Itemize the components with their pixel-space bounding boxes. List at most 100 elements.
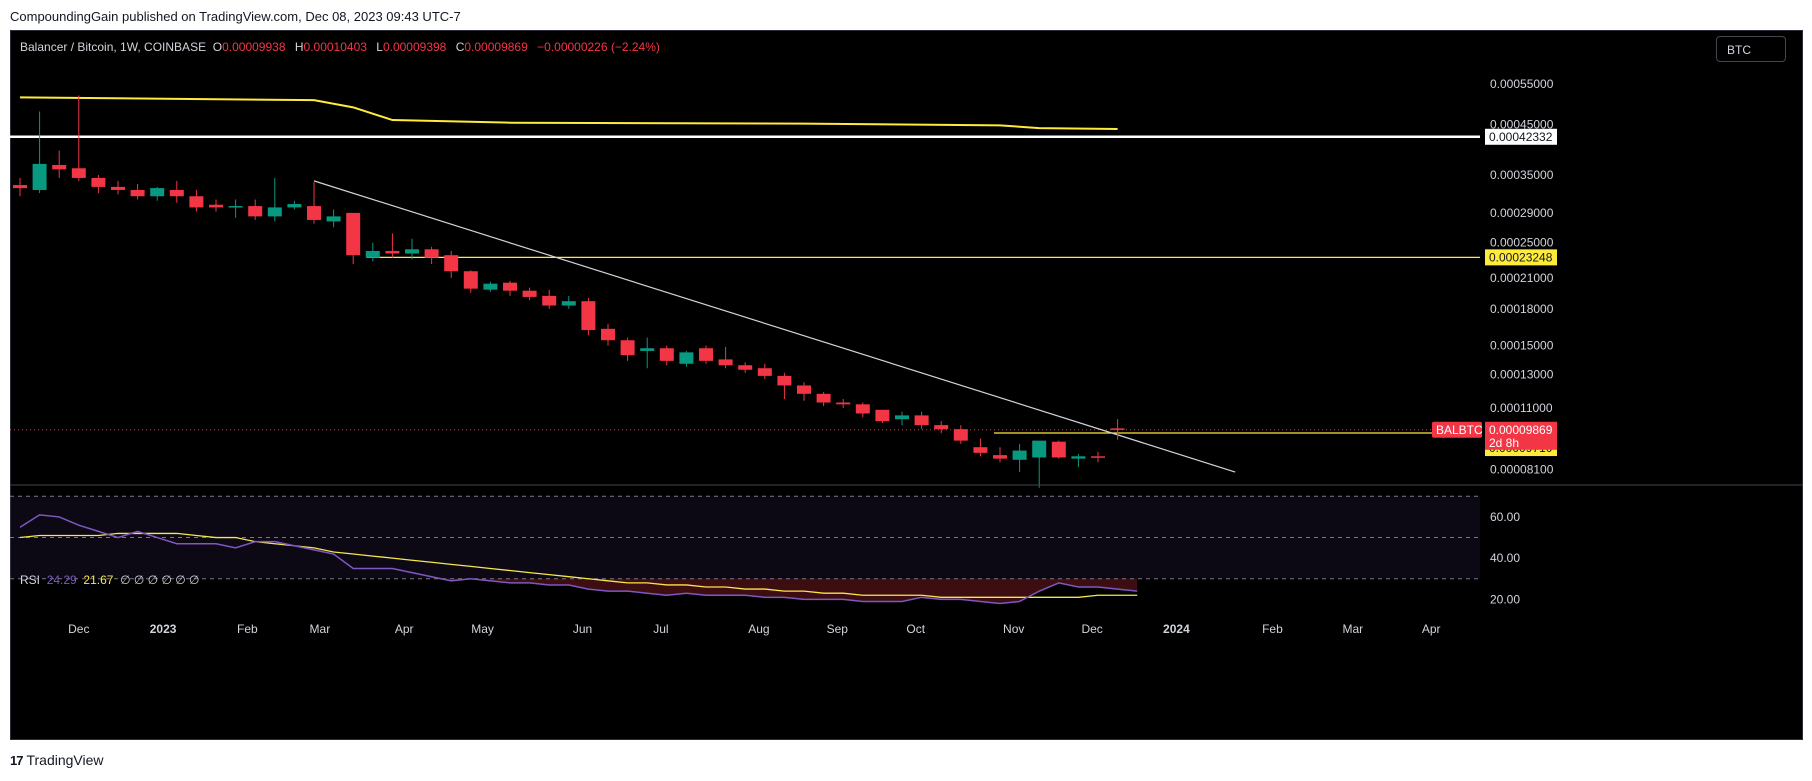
- candle-body: [738, 365, 753, 370]
- candle: [836, 398, 851, 408]
- candle-body: [71, 168, 86, 178]
- price-tick-label: 0.00045000: [1490, 117, 1554, 131]
- open-value: 0.00009938: [222, 40, 286, 54]
- candle: [1051, 440, 1066, 459]
- candle-body: [581, 301, 596, 331]
- candle: [346, 212, 361, 264]
- candle: [738, 362, 753, 373]
- high-label: H: [294, 40, 304, 54]
- candle-body: [522, 290, 537, 297]
- x-axis-label: May: [471, 622, 494, 636]
- price-tick-label: 0.00055000: [1490, 77, 1554, 91]
- candle: [679, 350, 694, 367]
- candle: [522, 287, 537, 301]
- candle: [424, 246, 439, 264]
- candle-body: [973, 447, 988, 453]
- candle: [993, 447, 1007, 463]
- rsi-tick-label: 20.00: [1490, 592, 1520, 606]
- open-label: O: [212, 40, 223, 54]
- candle: [914, 411, 929, 430]
- candle: [757, 363, 772, 380]
- x-axis-label: Dec: [1081, 622, 1102, 636]
- x-axis-label: Feb: [237, 622, 258, 636]
- x-axis-label: Mar: [310, 622, 331, 636]
- x-axis-label: 2024: [1163, 622, 1190, 636]
- yellow-level-high-label-text: 0.00023248: [1489, 250, 1553, 264]
- rsi-label[interactable]: RSI: [20, 573, 41, 587]
- candle: [1091, 451, 1105, 463]
- price-chart[interactable]: 0.00055000 0.00045000 0.00035000 0.00029000…: [10, 30, 1803, 740]
- candle-body: [209, 204, 223, 208]
- candle-body: [1071, 456, 1086, 459]
- x-axis-label: Nov: [1003, 622, 1024, 636]
- change-value: −0.00000226 (−2.24%): [537, 40, 660, 54]
- candle: [287, 200, 302, 210]
- candle: [855, 402, 870, 418]
- tradingview-logo: 17: [10, 752, 24, 768]
- price-tick-label: 0.00013000: [1490, 367, 1554, 381]
- candle-body: [150, 188, 165, 197]
- white-level-label-text: 0.00042332: [1489, 130, 1553, 144]
- x-axis-label: Apr: [1422, 622, 1441, 636]
- candle: [718, 346, 733, 369]
- candle: [640, 337, 655, 369]
- candle: [816, 392, 831, 407]
- candle-body: [346, 212, 361, 256]
- candle-body: [385, 250, 400, 254]
- x-axis-label: Aug: [748, 622, 769, 636]
- candle: [503, 280, 517, 296]
- rsi-signal-value: 21.67: [83, 573, 114, 587]
- candle: [248, 199, 263, 220]
- candle-body: [777, 375, 792, 386]
- ohlc-legend: Balancer / Bitcoin, 1W, COINBASE O0.0000…: [20, 40, 666, 54]
- candle: [326, 209, 341, 228]
- currency-button[interactable]: BTC: [1716, 36, 1786, 62]
- candle-body: [13, 185, 27, 189]
- rsi-line: [19, 514, 1138, 605]
- price-tick-label: 0.00008100: [1490, 463, 1554, 477]
- candle: [365, 242, 380, 262]
- candle: [189, 189, 204, 212]
- candle: [561, 295, 576, 309]
- candle: [385, 233, 400, 258]
- candle: [973, 438, 988, 457]
- candle-body: [757, 368, 772, 376]
- candle-body: [287, 204, 302, 208]
- candle-body: [542, 295, 557, 306]
- candle: [1032, 440, 1047, 488]
- x-axis-label: Jul: [653, 622, 668, 636]
- price-tick-label: 0.00018000: [1490, 302, 1554, 316]
- price-tick-label: 0.00029000: [1490, 206, 1554, 220]
- candle: [777, 372, 792, 399]
- candle-body: [503, 282, 517, 291]
- symbol-label[interactable]: Balancer / Bitcoin, 1W, COINBASE: [20, 40, 207, 54]
- candle-body: [424, 249, 439, 258]
- candle: [659, 345, 674, 366]
- candle: [542, 289, 557, 309]
- candle-body: [248, 206, 263, 217]
- yellow-level-high-label: 0.00023248: [1485, 249, 1557, 266]
- candle-body: [659, 348, 674, 361]
- candle: [699, 345, 713, 364]
- candle: [444, 250, 459, 278]
- candle-body: [326, 216, 341, 222]
- candle-body: [1110, 428, 1125, 430]
- candle-body: [169, 189, 184, 197]
- candle: [953, 425, 968, 444]
- x-axis-label: Feb: [1262, 622, 1283, 636]
- candle: [620, 337, 635, 361]
- rsi-tick-label: 60.00: [1490, 510, 1520, 524]
- candle-body: [953, 429, 968, 441]
- candle: [1110, 419, 1125, 440]
- x-axis-label: Dec: [68, 622, 89, 636]
- candle-body: [993, 455, 1007, 459]
- candle-body: [620, 340, 635, 356]
- candle-body: [816, 393, 831, 403]
- candle-body: [365, 250, 380, 258]
- candle-body: [444, 255, 459, 272]
- chart-frame: [10, 30, 1803, 740]
- price-tick-label: 0.00011000: [1490, 401, 1553, 415]
- close-value: 0.00009869: [464, 40, 528, 54]
- close-label: C: [455, 40, 465, 54]
- x-axis-label: Apr: [395, 622, 414, 636]
